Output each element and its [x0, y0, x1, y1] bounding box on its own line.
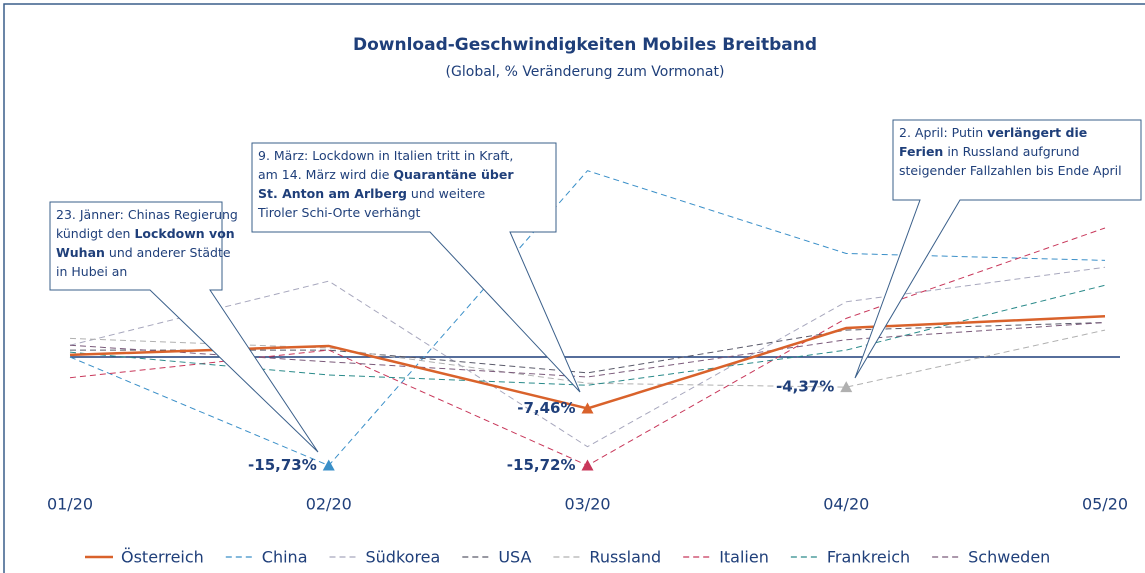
data-label: -15,73%: [248, 456, 317, 474]
marker: [581, 459, 594, 471]
legend-label: Frankreich: [827, 548, 910, 567]
callout-run: verlängert die: [987, 125, 1087, 140]
callout-text: am 14. März wird die Quarantäne über: [258, 167, 514, 182]
frame: [3, 3, 1145, 573]
callout-run: in Hubei an: [56, 264, 127, 279]
callout-run: Quarantäne über: [393, 167, 514, 182]
marker: [840, 381, 853, 393]
callout-run: 23. Jänner: Chinas Regierung: [56, 207, 238, 222]
series-line: [69, 170, 1106, 467]
callout-box: [251, 142, 581, 393]
legend-label: USA: [498, 548, 531, 567]
callout: 23. Jänner: Chinas Regierung kündigt den …: [49, 201, 319, 453]
marker: [581, 402, 594, 414]
callout-run: am 14. März wird die: [258, 167, 393, 182]
data-label: -15,72%: [507, 456, 576, 474]
callout-text: Ferien in Russland aufgrund: [899, 144, 1080, 159]
callout-text: 23. Jänner: Chinas Regierung: [56, 207, 238, 222]
chart-subtitle: (Global, % Veränderung zum Vormonat): [446, 64, 725, 80]
callout-text: Tiroler Schi-Orte verhängt: [257, 205, 421, 220]
callout-box: [49, 201, 319, 453]
callout-run: 2. April: Putin: [899, 125, 987, 140]
callout-run: in Russland aufgrund: [943, 144, 1079, 159]
x-tick-label: 05/20: [1082, 495, 1128, 514]
chart-title: Download-Geschwindigkeiten Mobiles Breit…: [353, 35, 817, 55]
callout-run: und anderer Städte: [105, 245, 231, 260]
series-line: [69, 266, 1106, 448]
callout-text: in Hubei an: [56, 264, 127, 279]
callout-run: steigender Fallzahlen bis Ende April: [899, 163, 1122, 178]
legend-label: Italien: [719, 548, 769, 567]
legend-label: Südkorea: [366, 548, 441, 567]
callout-text: 9. März: Lockdown in Italien tritt in Kr…: [258, 148, 513, 163]
x-tick-label: 03/20: [564, 495, 610, 514]
marker: [322, 459, 335, 471]
x-tick-label: 02/20: [306, 495, 352, 514]
callout-text: Wuhan und anderer Städte: [56, 245, 231, 260]
callout-text: St. Anton am Arlberg und weitere: [258, 186, 486, 201]
data-label: -7,46%: [517, 399, 575, 417]
callout-text: kündigt den Lockdown von: [56, 226, 235, 241]
callout: 2. April: Putin verlängert die Ferien in …: [854, 119, 1142, 379]
callout-run: Tiroler Schi-Orte verhängt: [257, 205, 421, 220]
callout-run: und weitere: [407, 186, 486, 201]
x-tick-label: 01/20: [47, 495, 93, 514]
callout-run: Ferien: [899, 144, 943, 159]
legend-label: Österreich: [121, 548, 204, 567]
callout-run: St. Anton am Arlberg: [258, 186, 407, 201]
x-tick-label: 04/20: [823, 495, 869, 514]
callout-run: 9. März: Lockdown in Italien tritt in Kr…: [258, 148, 513, 163]
callout-text: 2. April: Putin verlängert die: [899, 125, 1087, 140]
callout-run: Wuhan: [56, 245, 105, 260]
callout-text: steigender Fallzahlen bis Ende April: [899, 163, 1122, 178]
callout-run: Lockdown von: [134, 226, 234, 241]
callout-run: kündigt den: [56, 226, 134, 241]
legend-label: Russland: [589, 548, 661, 567]
data-label: -4,37%: [776, 378, 834, 396]
callout-box: [854, 119, 1142, 379]
legend-label: China: [262, 548, 308, 567]
legend-label: Schweden: [968, 548, 1050, 567]
callout: 9. März: Lockdown in Italien tritt in Kr…: [251, 142, 581, 393]
